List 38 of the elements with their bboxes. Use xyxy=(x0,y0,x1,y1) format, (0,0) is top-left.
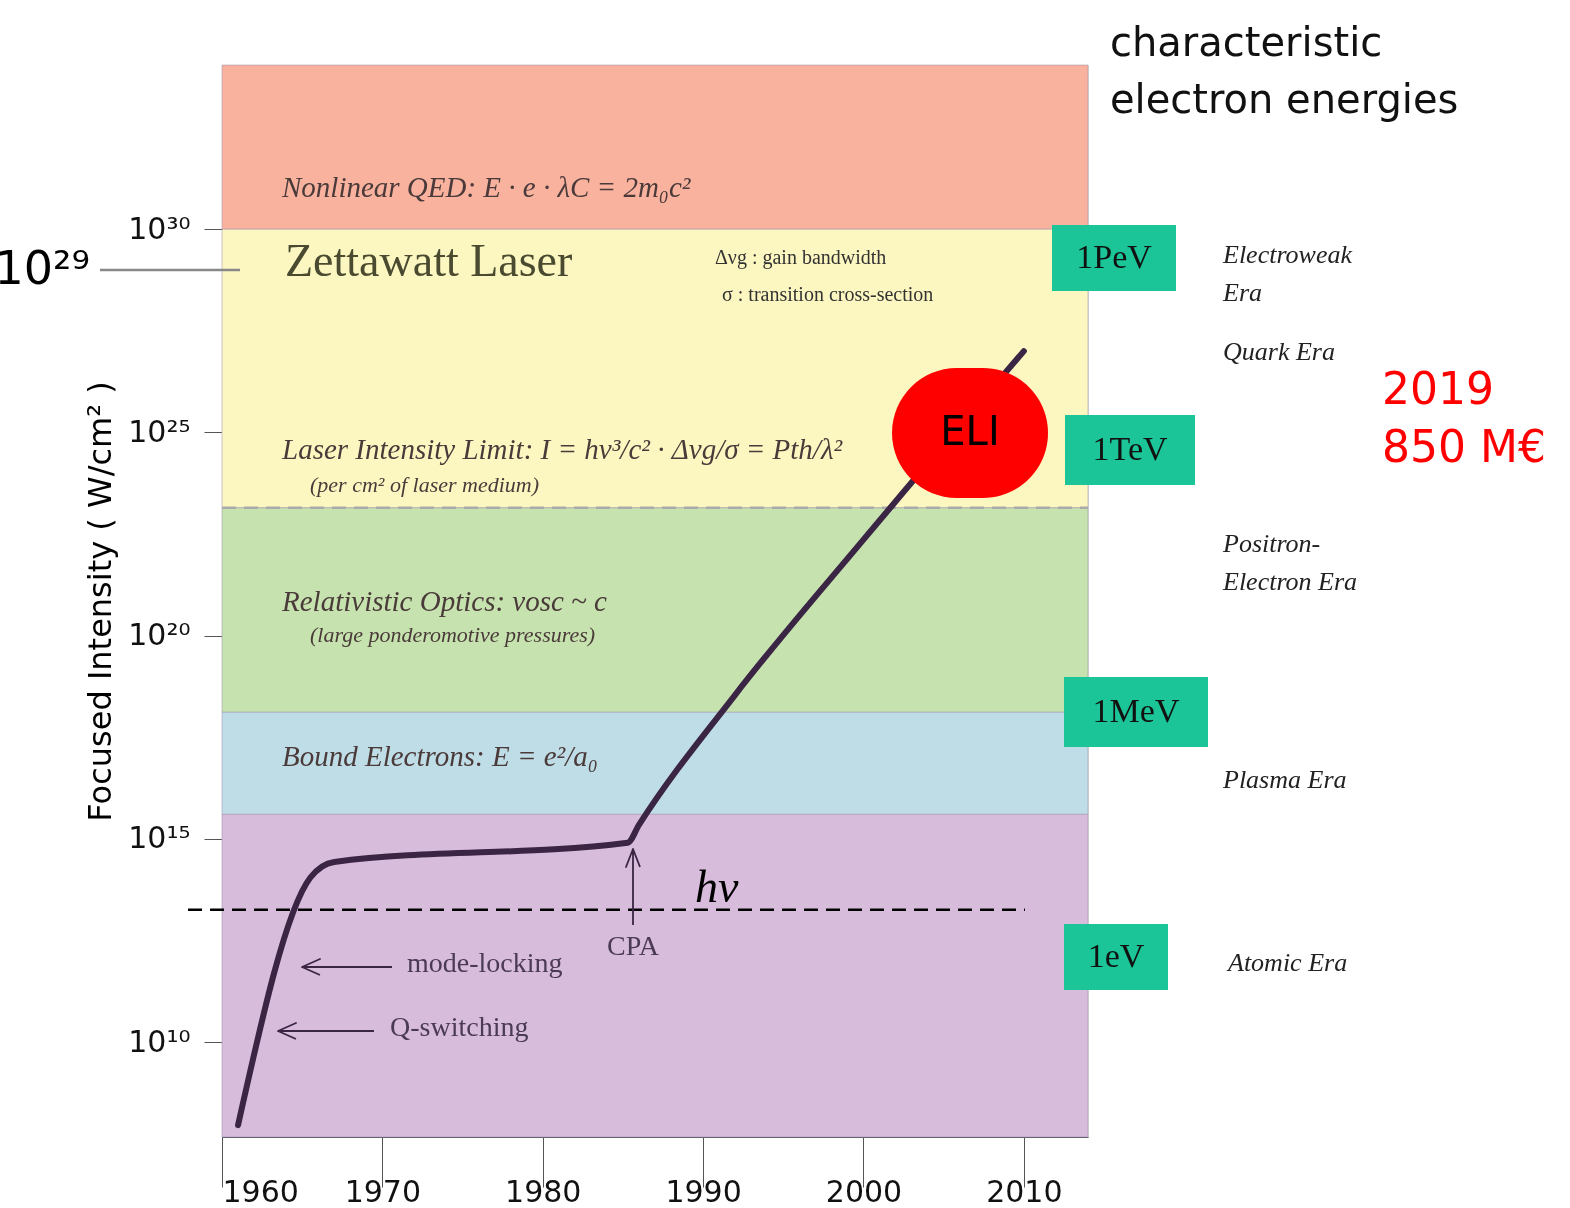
annotation: ELI xyxy=(940,408,1000,454)
band-label: Bound Electrons: E = e²/a₀ xyxy=(282,740,598,772)
annotation: (large ponderomotive pressures) xyxy=(310,621,596,647)
annotation: σ : transition cross-section xyxy=(722,283,934,305)
text: Positron- Electron Era xyxy=(1222,529,1358,597)
ref-line-label: 10²⁹ xyxy=(0,240,90,295)
y-tick-label: 10²⁵ xyxy=(128,413,191,449)
y-tick-label: 10¹⁰ xyxy=(128,1023,191,1059)
band-label: Nonlinear QED: E · e · λC = 2m₀c² xyxy=(281,171,692,203)
text: Atomic Era xyxy=(1226,948,1348,978)
x-tick-label: 1990 xyxy=(665,1173,742,1208)
ref-line-label: hν xyxy=(695,860,740,912)
y-tick-label: 10¹⁵ xyxy=(128,820,191,856)
y-axis-title: Focused Intensity ( W/cm² ) xyxy=(81,381,120,822)
annotation: Q-switching xyxy=(390,1011,529,1043)
x-tick-label: 1960 xyxy=(222,1173,299,1208)
annotation: 1eV xyxy=(1087,937,1145,974)
y-tick-label: 10³⁰ xyxy=(128,210,191,246)
x-tick-label: 1980 xyxy=(505,1173,582,1208)
band-label: Relativistic Optics: vosc ~ c xyxy=(281,585,608,617)
text: Plasma Era xyxy=(1222,765,1347,795)
text: 1TeV xyxy=(1092,430,1168,467)
x-tick-label: 1970 xyxy=(344,1173,422,1208)
annotation: Δνg : gain bandwidth xyxy=(715,246,887,269)
annotation: mode-locking xyxy=(407,947,563,979)
y-tick-label: 10²⁰ xyxy=(128,617,191,653)
text: Electroweak Era xyxy=(1222,240,1353,308)
text: 1MeV xyxy=(1092,692,1180,729)
text: Quark Era xyxy=(1223,337,1335,367)
annotation: Zettawatt Laser xyxy=(285,235,573,287)
text: 2019 850 M€ xyxy=(1382,362,1546,472)
x-tick-label: 2010 xyxy=(986,1173,1063,1208)
text: characteristic electron energies xyxy=(1110,19,1459,122)
x-tick-label: 2000 xyxy=(825,1173,903,1208)
annotation: (per cm² of laser medium) xyxy=(310,471,539,497)
band-label: Laser Intensity Limit: I = hν³/c² · Δνg/σ = Pth/λ² xyxy=(281,433,844,465)
annotation: 1PeV xyxy=(1076,238,1153,275)
annotation: CPA xyxy=(607,930,660,962)
